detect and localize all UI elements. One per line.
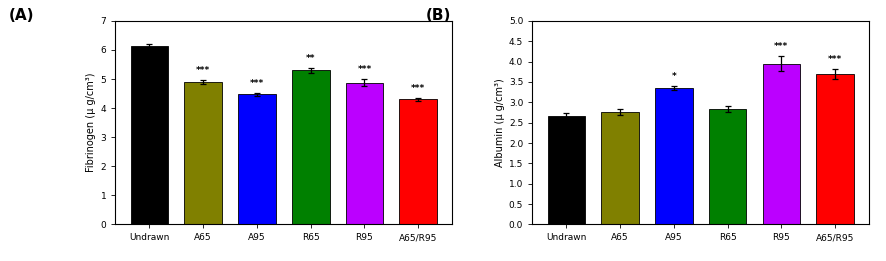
Text: **: ** <box>306 54 315 63</box>
Text: ***: *** <box>357 65 371 74</box>
Bar <box>815 74 853 224</box>
Text: (B): (B) <box>425 8 451 23</box>
Bar <box>184 82 222 224</box>
Text: ***: *** <box>196 66 210 75</box>
Bar <box>346 82 383 224</box>
Bar <box>291 70 330 224</box>
Text: ***: *** <box>773 42 788 51</box>
Y-axis label: Albumin (μ g/cm³): Albumin (μ g/cm³) <box>494 78 504 167</box>
Text: ***: *** <box>250 79 264 88</box>
Bar <box>399 99 437 224</box>
Bar <box>237 94 276 224</box>
Text: (A): (A) <box>9 8 35 23</box>
Bar <box>130 46 168 224</box>
Bar <box>708 109 746 224</box>
Bar <box>654 88 692 224</box>
Text: ***: *** <box>410 84 425 93</box>
Y-axis label: Fibrinogen (μ g/cm³): Fibrinogen (μ g/cm³) <box>86 73 97 173</box>
Bar <box>601 112 638 224</box>
Text: *: * <box>671 72 675 81</box>
Bar <box>547 116 585 224</box>
Text: ***: *** <box>827 55 842 64</box>
Bar <box>762 64 799 224</box>
